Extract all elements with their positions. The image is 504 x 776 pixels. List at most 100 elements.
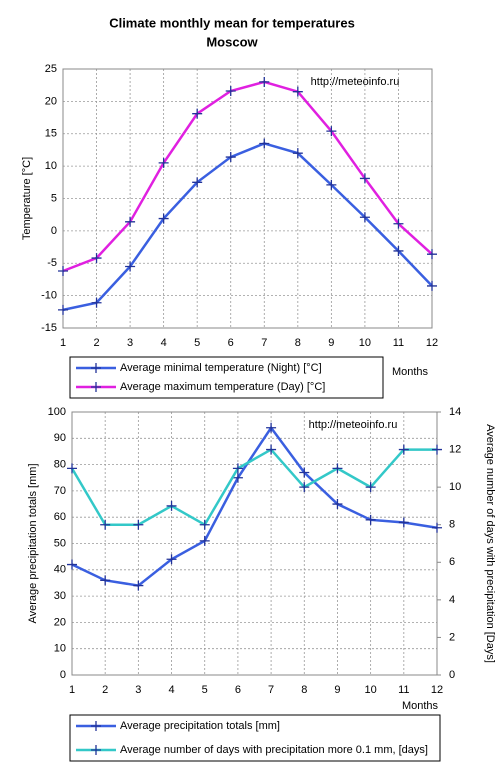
point-marker <box>359 212 370 223</box>
point-marker <box>100 575 111 586</box>
point-marker <box>67 559 77 570</box>
x-tick-label: 7 <box>268 684 274 696</box>
point-marker <box>199 535 210 546</box>
point-marker <box>58 266 68 277</box>
x-tick-label: 8 <box>295 337 301 349</box>
chart-subtitle: Moscow <box>206 34 258 49</box>
y-tick-label: 5 <box>51 192 57 204</box>
x-tick-label: 11 <box>393 337 404 349</box>
point-marker <box>393 218 404 229</box>
y2-axis-label: Average number of days with precipitatio… <box>484 424 496 663</box>
x-tick-label: 12 <box>426 337 438 349</box>
point-marker <box>225 86 236 97</box>
point-marker <box>91 297 102 308</box>
point-marker <box>365 514 376 525</box>
x-tick-label: 7 <box>261 337 267 349</box>
point-marker <box>332 499 343 510</box>
point-marker <box>199 519 210 530</box>
y-tick-label: -15 <box>41 322 57 334</box>
series-line <box>62 142 433 312</box>
series-line <box>70 447 437 527</box>
legend-box <box>69 714 441 762</box>
point-marker <box>292 148 303 159</box>
x-tick-label: 6 <box>228 337 234 349</box>
point-marker <box>292 86 303 97</box>
annotation: http://meteoinfo.ru <box>311 76 400 88</box>
point-marker <box>398 444 409 455</box>
plot-border <box>62 68 433 329</box>
y2-tick-label: 4 <box>449 594 455 606</box>
point-marker <box>332 463 343 474</box>
y-tick-label: -5 <box>47 257 57 269</box>
x-tick-label: 3 <box>135 684 141 696</box>
point-marker <box>266 422 277 433</box>
point-marker <box>100 519 111 530</box>
legend-label: Average precipitation totals [mm] <box>120 720 280 732</box>
y2-tick-label: 0 <box>449 669 455 681</box>
point-marker <box>365 482 376 493</box>
point-marker <box>266 444 277 455</box>
annotation: http://meteoinfo.ru <box>309 419 398 431</box>
point-marker <box>158 157 169 168</box>
y-tick-label: 50 <box>54 537 66 549</box>
y-tick-label: 100 <box>48 406 66 418</box>
x-tick-label: 9 <box>328 337 334 349</box>
plot-border <box>71 411 438 676</box>
point-marker <box>427 249 437 260</box>
legend-marker <box>91 745 101 755</box>
x-tick-label: 10 <box>359 337 371 349</box>
x-tick-label: 3 <box>127 337 133 349</box>
point-marker <box>67 463 77 474</box>
point-marker <box>259 76 270 87</box>
y-tick-label: 30 <box>54 590 66 602</box>
x-tick-label: 5 <box>194 337 200 349</box>
point-marker <box>166 500 177 511</box>
y-tick-label: 90 <box>54 432 66 444</box>
series-line <box>62 80 433 273</box>
legend-label: Average maximum temperature (Day) [°C] <box>120 381 325 393</box>
x-tick-label: 9 <box>334 684 340 696</box>
point-marker <box>326 179 337 190</box>
legend-marker <box>91 363 101 373</box>
point-marker <box>359 173 370 184</box>
legend-label: Average minimal temperature (Night) [°C] <box>120 362 322 374</box>
y-tick-label: 25 <box>45 63 57 75</box>
y-tick-label: 80 <box>54 459 66 471</box>
y-tick-label: -10 <box>41 290 57 302</box>
point-marker <box>259 138 270 149</box>
point-marker <box>432 444 442 455</box>
point-marker <box>232 472 243 483</box>
point-marker <box>125 261 136 272</box>
y-tick-label: 70 <box>54 485 66 497</box>
y2-tick-label: 14 <box>449 406 461 418</box>
y2-tick-label: 10 <box>449 481 461 493</box>
x-axis-label: Months <box>402 700 439 712</box>
legend-box <box>69 356 384 399</box>
point-marker <box>192 177 203 188</box>
point-marker <box>158 213 169 224</box>
x-tick-label: 8 <box>301 684 307 696</box>
point-marker <box>427 280 437 291</box>
y-tick-label: 0 <box>51 225 57 237</box>
point-marker <box>232 463 243 474</box>
point-marker <box>133 580 144 591</box>
point-marker <box>192 108 203 119</box>
point-marker <box>393 245 404 256</box>
y-tick-label: 60 <box>54 511 66 523</box>
x-tick-label: 6 <box>235 684 241 696</box>
point-marker <box>225 152 236 163</box>
x-tick-label: 1 <box>69 684 75 696</box>
x-tick-label: 2 <box>102 684 108 696</box>
y-tick-label: 20 <box>45 95 57 107</box>
point-marker <box>326 126 337 137</box>
point-marker <box>299 482 310 493</box>
point-marker <box>125 216 136 227</box>
x-tick-label: 2 <box>93 337 99 349</box>
x-tick-label: 10 <box>365 684 377 696</box>
y2-tick-label: 2 <box>449 631 455 643</box>
point-marker <box>432 522 442 533</box>
y2-tick-label: 12 <box>449 443 461 455</box>
chart-title: Climate monthly mean for temperatures <box>109 15 355 30</box>
legend-label: Average number of days with precipitatio… <box>120 744 428 756</box>
y-tick-label: 20 <box>54 616 66 628</box>
